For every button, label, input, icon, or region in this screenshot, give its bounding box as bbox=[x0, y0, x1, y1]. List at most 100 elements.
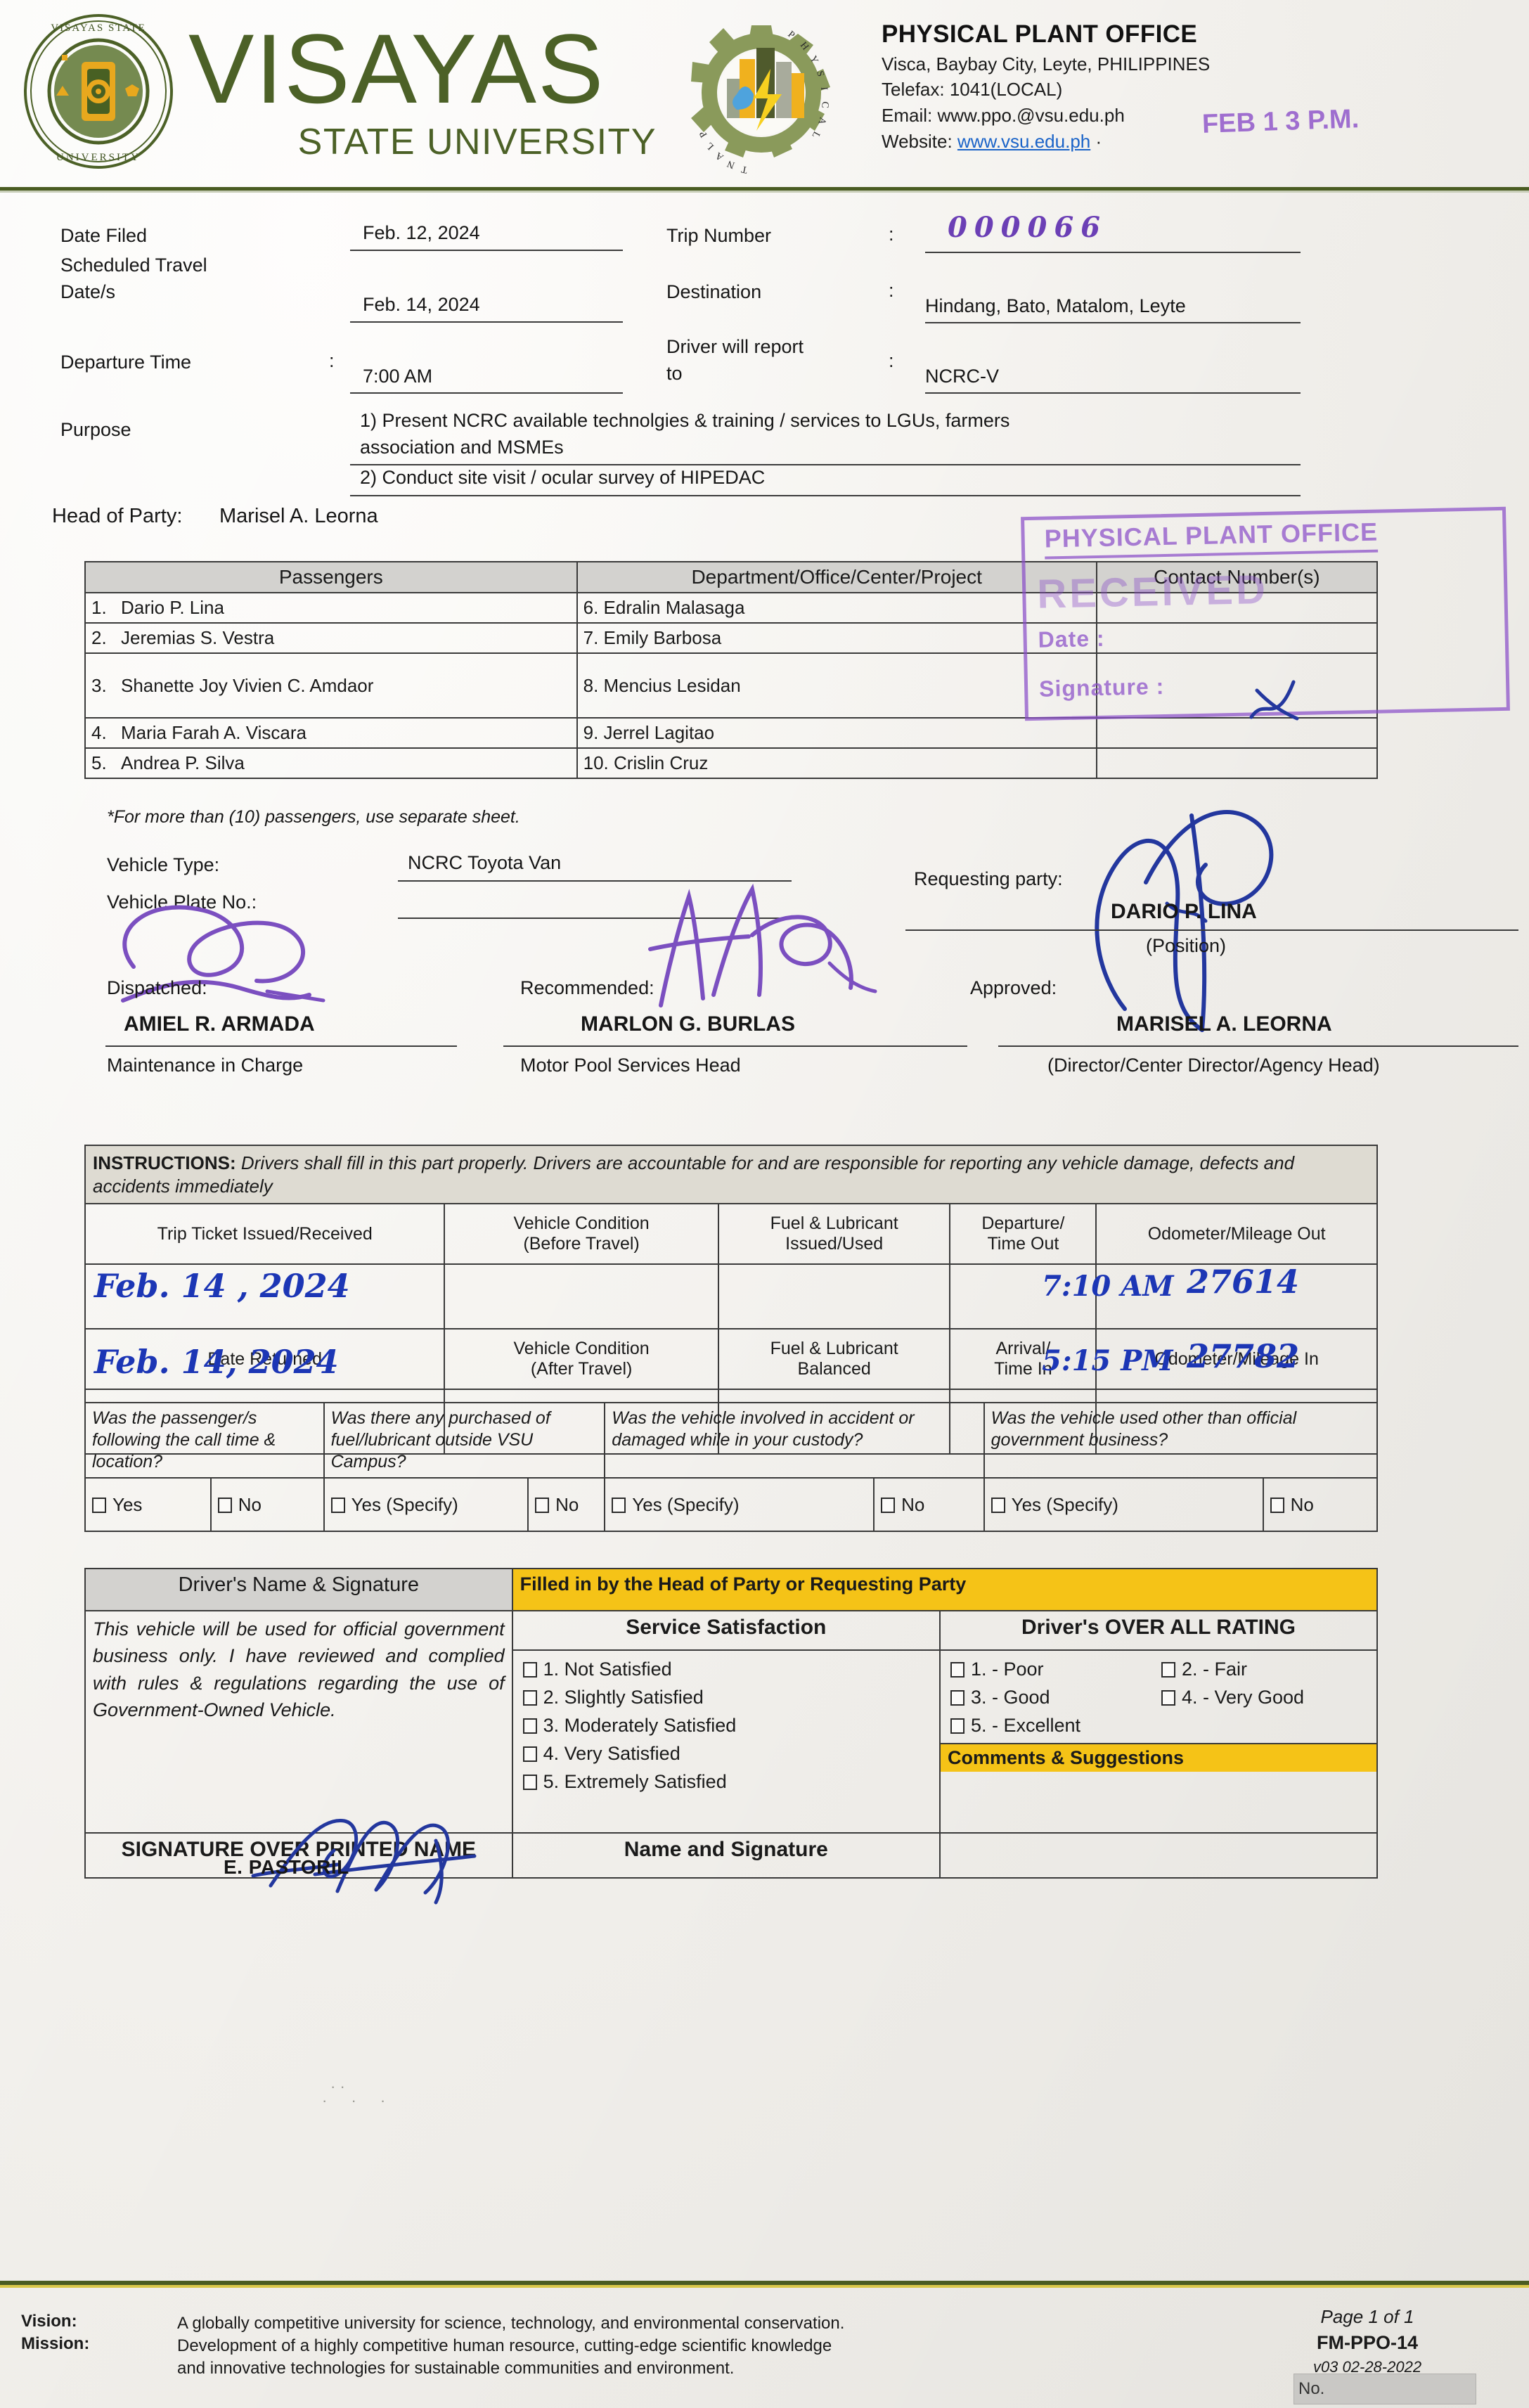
checkbox-icon[interactable] bbox=[522, 1662, 537, 1678]
rating-option-very-good[interactable]: 4. - Very Good bbox=[1161, 1687, 1369, 1708]
rating-option-excellent[interactable]: 5. - Excellent bbox=[950, 1715, 1159, 1737]
office-telefax: Telefax: 1041(LOCAL) bbox=[882, 79, 1063, 101]
checkbox-icon[interactable] bbox=[522, 1690, 537, 1706]
approved-role: (Director/Center Director/Agency Head) bbox=[1047, 1055, 1380, 1076]
paper-smudge-2: · · · bbox=[322, 2092, 396, 2109]
table-row: 3. Shanette Joy Vivien C. Amdaor 8. Menci… bbox=[84, 652, 1379, 719]
date-filed-label: Date Filed bbox=[60, 225, 148, 246]
contact-cell bbox=[1095, 747, 1379, 779]
col-trip-ticket-issued: Trip Ticket Issued/Received bbox=[84, 1203, 446, 1265]
checkbox-icon[interactable] bbox=[217, 1497, 232, 1513]
departure-time-colon: : bbox=[329, 350, 335, 371]
passenger-name: Andrea P. Silva bbox=[121, 752, 245, 773]
destination-rule bbox=[925, 322, 1301, 323]
checkbox-icon[interactable] bbox=[522, 1775, 537, 1790]
table-row: 5. Andrea P. Silva 10. Crislin Cruz bbox=[84, 747, 1379, 779]
rating-option-poor[interactable]: 1. - Poor bbox=[950, 1659, 1159, 1680]
website-label: Website: bbox=[882, 130, 953, 152]
requesting-party-role: (Position) bbox=[1146, 935, 1227, 956]
checkbox-icon[interactable] bbox=[612, 1497, 626, 1513]
contact-cell bbox=[1095, 592, 1379, 624]
time-out-cell bbox=[949, 1263, 1097, 1329]
satisfaction-option-4[interactable]: 4. Very Satisfied bbox=[522, 1743, 932, 1765]
col-vehicle-condition-after: Vehicle Condition (After Travel) bbox=[444, 1328, 719, 1390]
label-line-2: Time Out bbox=[987, 1234, 1059, 1254]
option-label: No bbox=[238, 1493, 262, 1515]
header-divider-secondary bbox=[0, 191, 1529, 193]
stamp-office: PHYSICAL PLANT OFFICE bbox=[1044, 517, 1379, 560]
label-line-2: Balanced bbox=[797, 1359, 871, 1379]
destination-value: Hindang, Bato, Matalom, Leyte bbox=[925, 295, 1186, 316]
stamp-date-value: FEB 1 3 P.M. bbox=[1201, 104, 1360, 139]
recommended-signature bbox=[648, 883, 877, 1007]
checkbox-icon[interactable] bbox=[950, 1718, 965, 1734]
head-of-party-value: Marisel A. Leorna bbox=[219, 505, 378, 527]
svg-text:N: N bbox=[725, 157, 737, 170]
checkbox-icon[interactable] bbox=[522, 1718, 537, 1734]
answer-fuel-yes[interactable]: Yes (Specify) bbox=[323, 1477, 529, 1532]
destination-label: Destination bbox=[666, 281, 762, 302]
comments-suggestions-area[interactable] bbox=[941, 1772, 1376, 1832]
instructions-row: INSTRUCTIONS: Drivers shall fill in this… bbox=[84, 1145, 1378, 1204]
label-line-2: Issued/Used bbox=[785, 1234, 884, 1254]
label-line-2: (After Travel) bbox=[530, 1359, 633, 1379]
checkbox-icon[interactable] bbox=[950, 1690, 965, 1706]
satisfaction-option-3[interactable]: 3. Moderately Satisfied bbox=[522, 1715, 932, 1737]
checkbox-icon[interactable] bbox=[1161, 1690, 1175, 1706]
rating-option-good[interactable]: 3. - Good bbox=[950, 1687, 1159, 1708]
vehicle-type-label: Vehicle Type: bbox=[107, 854, 220, 875]
contact-cell bbox=[1095, 717, 1379, 749]
passenger-num: 4. bbox=[91, 722, 107, 743]
answer-accident-yes[interactable]: Yes (Specify) bbox=[604, 1477, 875, 1532]
col-departure-time-out: Departure/ Time Out bbox=[949, 1203, 1097, 1265]
driver-declaration-cell: This vehicle will be used for official g… bbox=[84, 1610, 513, 1834]
passenger-name: Jeremias S. Vestra bbox=[121, 627, 275, 648]
checkbox-icon[interactable] bbox=[1270, 1497, 1284, 1513]
checkbox-icon[interactable] bbox=[881, 1497, 896, 1513]
dispatched-role: Maintenance in Charge bbox=[107, 1055, 304, 1076]
requesting-party-name: DARIO P. LINA bbox=[1111, 900, 1257, 923]
approved-name: MARISEL A. LEORNA bbox=[1116, 1012, 1332, 1036]
driver-report-colon: : bbox=[889, 350, 894, 371]
fuel-issued-cell bbox=[717, 1263, 951, 1329]
scheduled-travel-label-line1: Scheduled Travel bbox=[60, 255, 207, 276]
scheduled-travel-label-line2: Date/s bbox=[60, 281, 116, 302]
requesting-party-label: Requesting party: bbox=[914, 868, 1063, 889]
driver-report-label-line2: to bbox=[666, 363, 683, 384]
time-in-handwritten: 5:15 PM bbox=[1042, 1344, 1173, 1377]
driver-declaration-text: This vehicle will be used for official g… bbox=[93, 1618, 505, 1720]
option-label: No bbox=[1290, 1493, 1314, 1515]
option-label: 5. Extremely Satisfied bbox=[543, 1771, 727, 1792]
office-email: Email: www.ppo.@vsu.edu.ph bbox=[882, 105, 1125, 127]
purpose-label: Purpose bbox=[60, 419, 131, 440]
answer-nonofficial-no[interactable]: No bbox=[1262, 1477, 1379, 1532]
approved-label: Approved: bbox=[970, 977, 1057, 998]
checkbox-icon[interactable] bbox=[535, 1497, 550, 1513]
col-date-returned: Date Returned bbox=[84, 1328, 446, 1390]
option-label: Yes (Specify) bbox=[632, 1493, 740, 1515]
answer-fuel-no[interactable]: No bbox=[527, 1477, 606, 1532]
bottom-options-row: 1. Not Satisfied 2. Slightly Satisfied 3… bbox=[85, 1649, 1379, 1834]
answer-nonofficial-yes[interactable]: Yes (Specify) bbox=[983, 1477, 1264, 1532]
satisfaction-option-5[interactable]: 5. Extremely Satisfied bbox=[522, 1771, 932, 1793]
instructions-cell: INSTRUCTIONS: Drivers shall fill in this… bbox=[84, 1145, 1378, 1204]
checkbox-icon[interactable] bbox=[1161, 1662, 1175, 1678]
checkbox-icon[interactable] bbox=[991, 1497, 1005, 1513]
checkbox-icon[interactable] bbox=[330, 1497, 345, 1513]
checkbox-icon[interactable] bbox=[522, 1746, 537, 1762]
label-line-1: Vehicle Condition bbox=[513, 1213, 650, 1233]
trip-number-label: Trip Number bbox=[666, 225, 772, 246]
answer-call-time-yes[interactable]: Yes bbox=[84, 1477, 212, 1532]
website-link[interactable]: www.vsu.edu.ph bbox=[957, 130, 1091, 152]
table-header-row: Passengers Department/Office/Center/Proj… bbox=[84, 561, 1379, 593]
option-label: Yes (Specify) bbox=[351, 1493, 458, 1515]
satisfaction-option-1[interactable]: 1. Not Satisfied bbox=[522, 1659, 932, 1680]
passenger-name: Dario P. Lina bbox=[121, 597, 224, 618]
rating-option-fair[interactable]: 2. - Fair bbox=[1161, 1659, 1369, 1680]
answer-call-time-no[interactable]: No bbox=[209, 1477, 325, 1532]
checkbox-icon[interactable] bbox=[92, 1497, 106, 1513]
checkbox-icon[interactable] bbox=[950, 1662, 965, 1678]
driver-report-value: NCRC-V bbox=[925, 366, 999, 387]
answer-accident-no[interactable]: No bbox=[873, 1477, 985, 1532]
satisfaction-option-2[interactable]: 2. Slightly Satisfied bbox=[522, 1687, 932, 1708]
